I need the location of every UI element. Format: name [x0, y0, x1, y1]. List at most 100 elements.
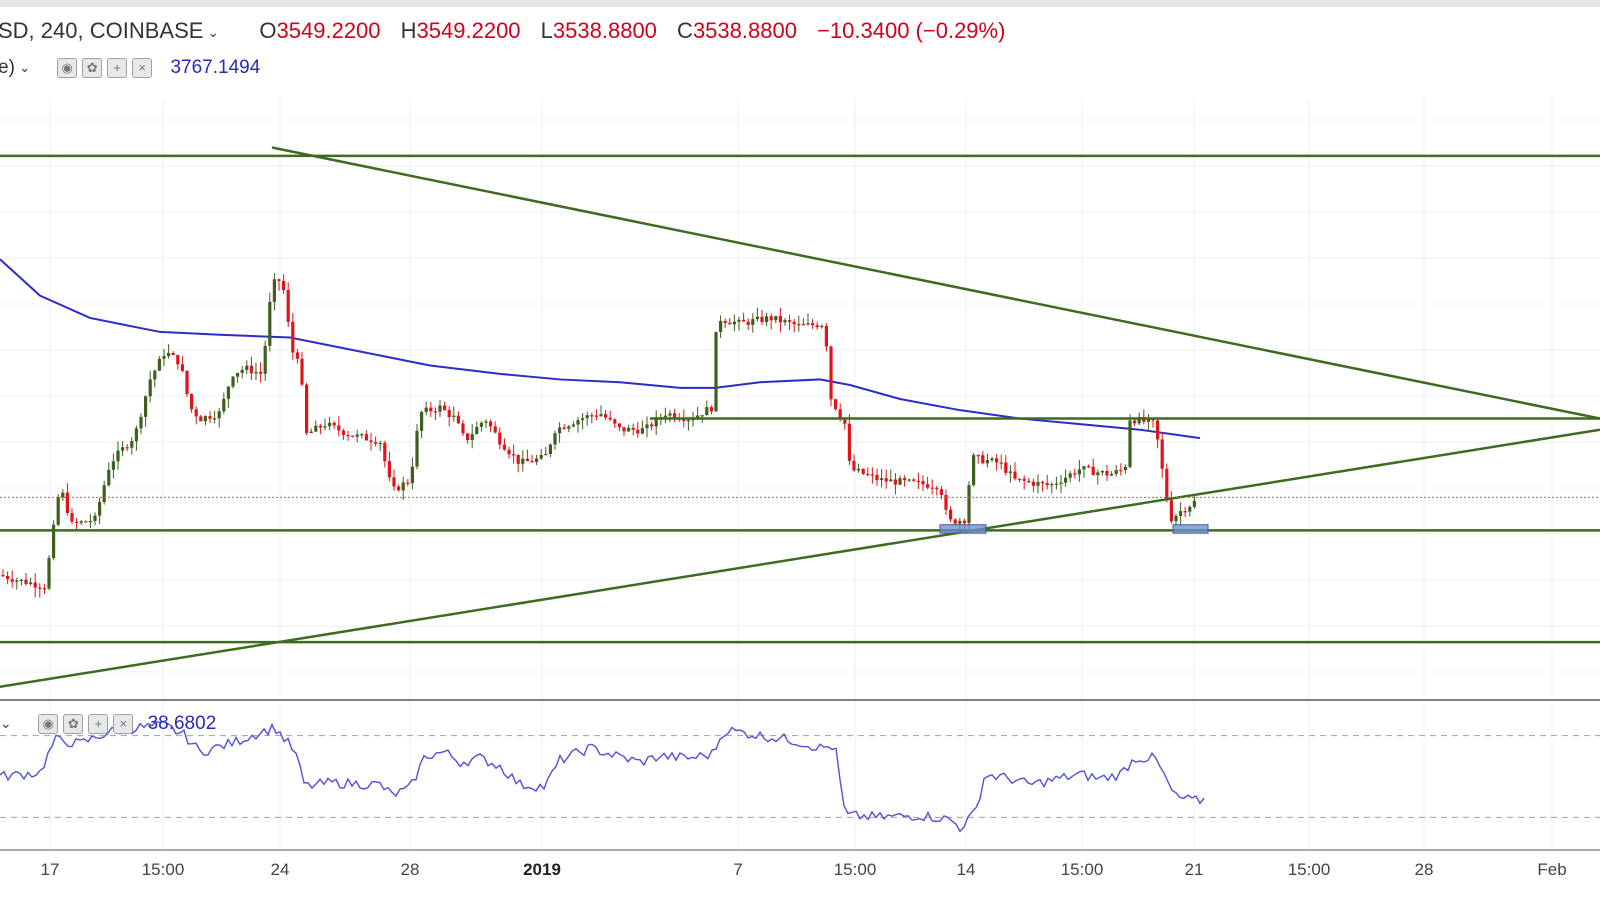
- candle-body: [406, 482, 410, 484]
- candle-body: [755, 316, 759, 320]
- candle-body: [116, 450, 120, 462]
- candle: [558, 422, 562, 443]
- candle-body: [88, 520, 92, 523]
- close-icon[interactable]: ×: [113, 713, 134, 734]
- chevron-down-icon[interactable]: ⌄: [18, 59, 31, 76]
- rsi-line: [0, 720, 1205, 833]
- candle: [484, 419, 488, 429]
- candle: [801, 318, 805, 326]
- candle: [732, 314, 736, 332]
- candle-body: [194, 409, 198, 417]
- candle-body: [525, 458, 529, 462]
- x-tick-label: 24: [270, 860, 290, 879]
- candle-body: [599, 414, 603, 416]
- symbol-title[interactable]: SD, 240, COINBASE: [0, 18, 204, 43]
- candle-body: [857, 468, 861, 471]
- candle: [668, 409, 672, 422]
- candle: [1165, 463, 1169, 503]
- candle-body: [323, 426, 327, 428]
- candle-body: [300, 358, 304, 385]
- candle: [852, 454, 856, 472]
- candle: [1013, 462, 1017, 481]
- candle: [153, 369, 157, 388]
- candle: [673, 408, 677, 423]
- candle: [461, 419, 465, 436]
- drawings-layer[interactable]: [0, 146, 1600, 689]
- candle: [139, 413, 143, 435]
- plus-icon[interactable]: +: [88, 713, 109, 734]
- candle-body: [719, 320, 723, 332]
- ma-label[interactable]: e): [0, 57, 15, 78]
- candle: [162, 348, 166, 366]
- candle: [245, 360, 249, 375]
- candle: [1022, 475, 1026, 490]
- candle: [972, 452, 976, 487]
- gear-icon[interactable]: ✿: [63, 713, 84, 734]
- candle-body: [714, 331, 718, 412]
- chevron-down-icon[interactable]: ⌄: [0, 715, 12, 732]
- candle: [820, 324, 824, 329]
- candle: [38, 583, 42, 598]
- close-icon[interactable]: ×: [132, 57, 153, 78]
- candle: [392, 469, 396, 491]
- candle-body: [682, 419, 686, 422]
- candle-body: [470, 434, 474, 441]
- candle: [746, 318, 750, 330]
- candle-body: [502, 444, 506, 450]
- candle: [999, 454, 1003, 470]
- candle-body: [1192, 500, 1196, 507]
- candle-body: [456, 415, 460, 424]
- candle: [567, 424, 571, 433]
- candle: [328, 416, 332, 431]
- candle: [1077, 459, 1081, 482]
- candle: [199, 414, 203, 422]
- candle: [134, 425, 138, 451]
- candle: [222, 392, 226, 415]
- candle-body: [797, 324, 801, 326]
- candle: [194, 406, 198, 425]
- candle-body: [723, 320, 727, 323]
- x-tick-label: 15:00: [833, 860, 877, 879]
- rsi-value: 38.6802: [147, 713, 217, 734]
- candle: [594, 409, 598, 421]
- candle-body: [1031, 481, 1035, 486]
- candle-body: [769, 316, 773, 321]
- candle-body: [259, 371, 263, 374]
- candle: [903, 475, 907, 487]
- candle-body: [636, 429, 640, 434]
- candle: [364, 430, 368, 441]
- candle-body: [1022, 478, 1026, 481]
- x-tick-label: 15:00: [1287, 860, 1331, 879]
- eye-icon[interactable]: ◉: [57, 57, 78, 78]
- candle-body: [489, 421, 493, 427]
- candle-body: [880, 478, 884, 481]
- high-label: H: [400, 18, 417, 43]
- chevron-down-icon[interactable]: ⌄: [207, 23, 220, 40]
- candle: [167, 344, 171, 359]
- gear-icon[interactable]: ✿: [82, 57, 103, 78]
- candle-body: [985, 460, 989, 464]
- candle: [1036, 474, 1040, 494]
- candle-body: [760, 316, 764, 322]
- candle: [148, 370, 152, 403]
- candle-body: [926, 484, 930, 488]
- candle-body: [433, 411, 437, 413]
- candle-body: [167, 352, 171, 357]
- candle-body: [783, 320, 787, 323]
- candle-body: [930, 487, 934, 489]
- candle-body: [33, 582, 37, 588]
- candle-body: [466, 433, 470, 441]
- candle: [332, 421, 336, 429]
- plus-icon[interactable]: +: [107, 57, 128, 78]
- candle-body: [553, 433, 557, 445]
- candle-body: [953, 519, 957, 524]
- candle-body: [10, 579, 14, 582]
- candle: [456, 411, 460, 425]
- candle: [102, 480, 106, 505]
- open-value: 3549.2200: [276, 18, 381, 43]
- candle: [24, 572, 28, 586]
- candle-body: [958, 520, 962, 524]
- candle: [967, 481, 971, 530]
- eye-icon[interactable]: ◉: [38, 713, 59, 734]
